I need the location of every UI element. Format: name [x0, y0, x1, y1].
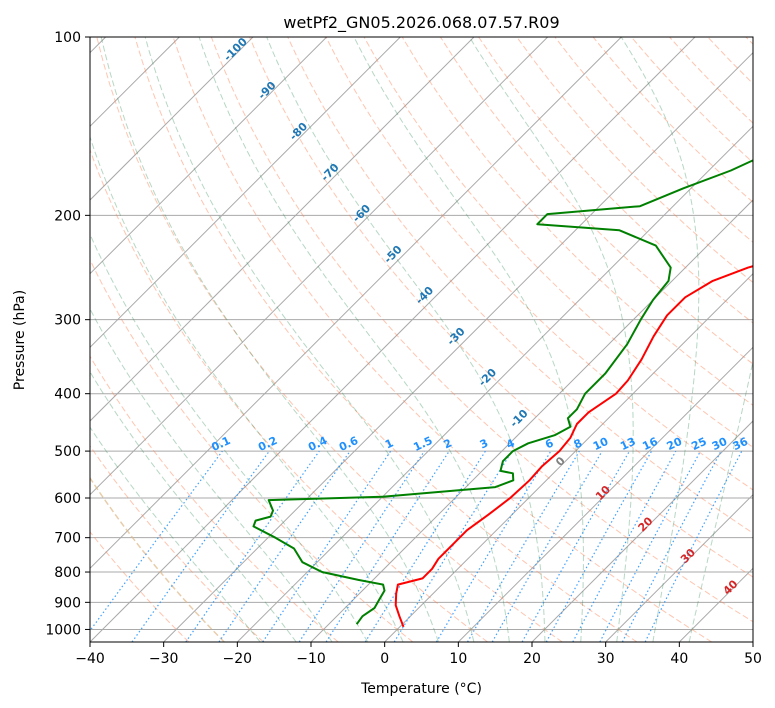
isotherm-gridline [384, 272, 753, 642]
isotherm-gridline [163, 51, 753, 642]
ice-line [90, 476, 225, 642]
dry-adiabat-line [401, 37, 753, 406]
x-tick-label: 10 [449, 651, 467, 667]
x-tick-label: −20 [223, 651, 253, 667]
isotherm-gridline [310, 199, 753, 642]
x-tick-label: 0 [380, 651, 389, 667]
dry-adiabat-line [249, 37, 753, 578]
isotherm-gridline [90, 37, 254, 201]
y-tick-label: 1000 [45, 622, 81, 638]
mixing-ratio-line [644, 450, 743, 642]
temperature-profile-line [394, 265, 753, 628]
mixing-ratio-line [131, 450, 270, 642]
mixing-ratio-line [185, 450, 320, 642]
y-tick-label: 300 [54, 313, 81, 329]
mixing-ratio-line [572, 450, 677, 642]
isotherm-gridline [605, 493, 753, 642]
moist-adiabat-line [688, 358, 753, 642]
mixing-ratio-label: 25 [689, 435, 708, 453]
moist-adiabat-line [198, 37, 510, 642]
x-tick-label: 40 [670, 651, 688, 667]
mixing-ratio-line [298, 450, 425, 642]
isotherm-gridline [90, 37, 696, 642]
moist-adiabat-line [266, 37, 546, 642]
mixing-ratio-line [325, 450, 450, 642]
dry-adiabat-line [134, 37, 638, 642]
mixing-ratio-label: 30 [710, 435, 730, 453]
isotherm-gridline [457, 346, 753, 642]
y-tick-label: 200 [54, 208, 81, 224]
isotherm-gridline [90, 37, 328, 275]
mixing-ratio-label: 10 [591, 435, 611, 453]
dry-adiabat-line [90, 445, 264, 642]
mixing-ratio-line [90, 450, 223, 632]
mixing-ratio-line [218, 450, 351, 642]
y-tick-label: 400 [54, 387, 81, 403]
mixing-ratio-label: 13 [618, 435, 637, 453]
isotherm-gridline [90, 37, 475, 422]
moist-adiabat-line [620, 37, 700, 642]
isotherm-gridline [236, 125, 753, 642]
y-tick-label: 500 [54, 444, 81, 460]
dry-adiabat-line [96, 37, 563, 642]
x-axis-title: Temperature (°C) [360, 681, 482, 697]
chart-title: wetPf2_GN05.2026.068.07.57.R09 [283, 13, 559, 33]
mixing-ratio-label: 36 [731, 435, 751, 453]
dry-adiabat-line [287, 37, 753, 534]
y-tick-label: 900 [54, 595, 81, 611]
dry-adiabat-line [90, 258, 414, 642]
dry-adiabat-line [516, 37, 753, 284]
dry-adiabat-line [210, 37, 753, 623]
moist-adiabat-line [90, 426, 261, 642]
moist-adiabat-line [90, 232, 369, 642]
isotherm-gridline [90, 37, 549, 496]
moist-adiabat-line [100, 37, 439, 642]
x-tick-label: −10 [296, 651, 326, 667]
y-tick-label: 600 [54, 491, 81, 507]
moist-adiabat-line [90, 370, 297, 642]
mixing-ratio-label: 16 [640, 435, 660, 453]
x-tick-label: 50 [744, 651, 762, 667]
dewpoint-profile-line [252, 159, 753, 625]
x-tick-label: 30 [597, 651, 615, 667]
y-axis-title: Pressure (hPa) [12, 290, 28, 390]
x-tick-label: 20 [523, 651, 541, 667]
x-tick-label: −40 [75, 651, 105, 667]
dry-adiabat-line [90, 355, 339, 642]
isotherm-gridline [90, 37, 622, 570]
mixing-ratio-line [521, 450, 631, 642]
y-tick-label: 800 [54, 565, 81, 581]
dry-adiabat-line [325, 37, 753, 491]
moist-adiabat-line [353, 37, 584, 642]
y-tick-label: 700 [54, 531, 81, 547]
dry-adiabat-line [90, 148, 488, 642]
dry-adiabat-line [90, 531, 190, 642]
dry-adiabat-line [439, 37, 753, 365]
moist-adiabat-line [144, 37, 475, 642]
mixing-ratio-line [393, 450, 513, 642]
axes: −40 −30 −20 −10 0 10 20 30 40 50 1000 900 800 700 600 5… [45, 30, 762, 667]
x-tick-label: −30 [149, 651, 179, 667]
y-tick-label: 100 [54, 30, 81, 46]
mixing-ratio-line [262, 450, 392, 642]
isotherm-gridline [90, 37, 401, 349]
mixing-ratio-label: 20 [665, 435, 685, 453]
mixing-ratio-line [545, 450, 653, 642]
plot-frame [89, 36, 754, 643]
isotherm-gridline [531, 420, 753, 642]
moist-adiabat-line [90, 135, 404, 642]
